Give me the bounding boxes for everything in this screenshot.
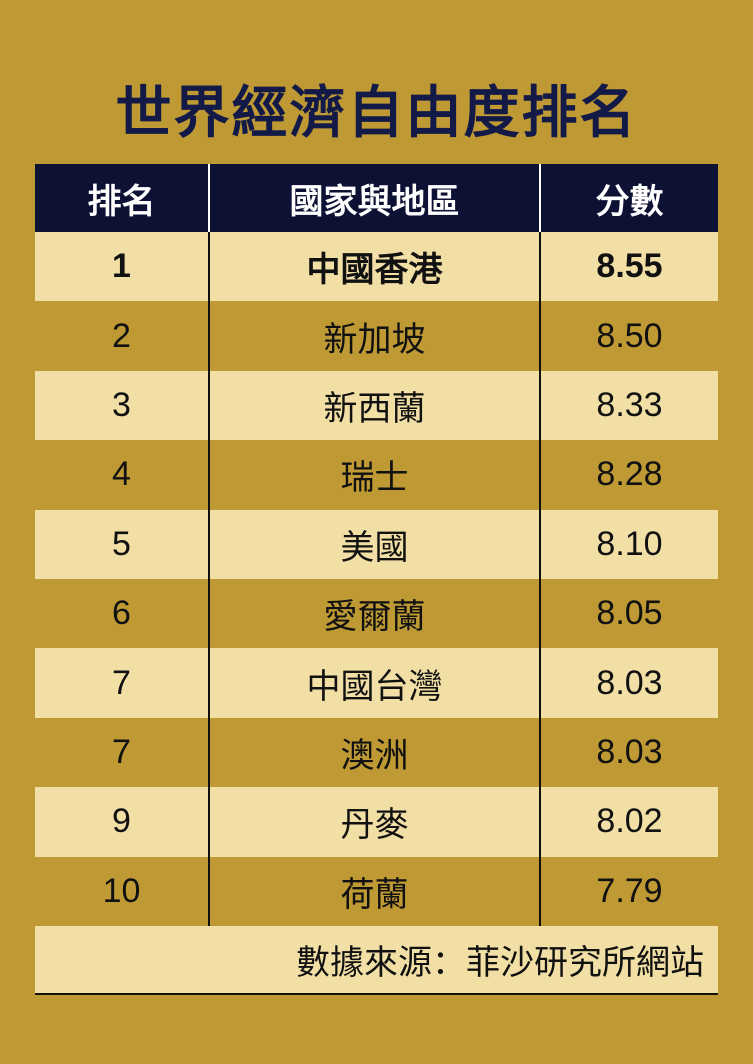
table-row: 2 新加坡 8.50: [35, 301, 718, 371]
table-row: 1 中國香港 8.55: [35, 232, 718, 302]
table-row: 9 丹麥 8.02: [35, 787, 718, 857]
rank-cell: 4: [112, 455, 131, 494]
table-header: 排名 國家與地區 分數: [35, 164, 718, 232]
score-cell: 8.03: [596, 663, 663, 702]
score-cell: 8.33: [596, 385, 663, 424]
table-row: 5 美國 8.10: [35, 509, 718, 579]
ranking-table: 排名 國家與地區 分數 1 中國香港 8.55 2 新加坡 8.50 3 新西蘭 8.33 4 瑞士…: [35, 164, 718, 995]
table-row: 4 瑞士 8.28: [35, 440, 718, 510]
rank-cell: 5: [112, 524, 131, 563]
rank-cell: 10: [102, 871, 141, 910]
table-row: 10 荷蘭 7.79: [35, 856, 718, 926]
country-cell: 荷蘭: [208, 856, 541, 926]
country-cell: 新西蘭: [208, 370, 541, 441]
rank-cell: 2: [112, 316, 131, 355]
header-score: 分數: [595, 182, 664, 221]
country-cell: 新加坡: [208, 301, 541, 371]
rank-cell: 1: [112, 247, 131, 286]
table-row: 7 中國台灣 8.03: [35, 648, 718, 718]
header-rank: 排名: [87, 182, 156, 221]
country-cell: 愛爾蘭: [208, 578, 541, 649]
rank-cell: 6: [112, 594, 131, 633]
country-cell: 中國台灣: [208, 648, 541, 718]
score-cell: 8.28: [596, 455, 663, 494]
table-row: 3 新西蘭 8.33: [35, 370, 718, 441]
country-cell: 澳洲: [208, 717, 541, 788]
score-cell: 8.03: [596, 732, 663, 771]
score-cell: 8.05: [596, 594, 663, 633]
rank-cell: 3: [112, 385, 131, 424]
country-cell: 中國香港: [208, 232, 541, 302]
country-cell: 美國: [208, 509, 541, 579]
score-cell: 8.55: [596, 247, 663, 286]
score-cell: 8.02: [596, 802, 663, 841]
rank-cell: 7: [112, 732, 131, 771]
rank-cell: 9: [112, 802, 131, 841]
header-country: 國家與地區: [208, 164, 541, 232]
table-body: 1 中國香港 8.55 2 新加坡 8.50 3 新西蘭 8.33 4 瑞士 8.28 5 美國 8.10 6…: [35, 232, 718, 926]
score-cell: 7.79: [596, 871, 663, 910]
page-title: 世界經濟自由度排名: [115, 81, 638, 144]
source-note: 數據來源：菲沙研究所網站: [35, 925, 718, 995]
rank-cell: 7: [112, 663, 131, 702]
country-cell: 瑞士: [208, 440, 541, 510]
score-cell: 8.10: [596, 524, 663, 563]
table-row: 7 澳洲 8.03: [35, 717, 718, 788]
score-cell: 8.50: [596, 316, 663, 355]
table-row: 6 愛爾蘭 8.05: [35, 578, 718, 649]
country-cell: 丹麥: [208, 787, 541, 857]
